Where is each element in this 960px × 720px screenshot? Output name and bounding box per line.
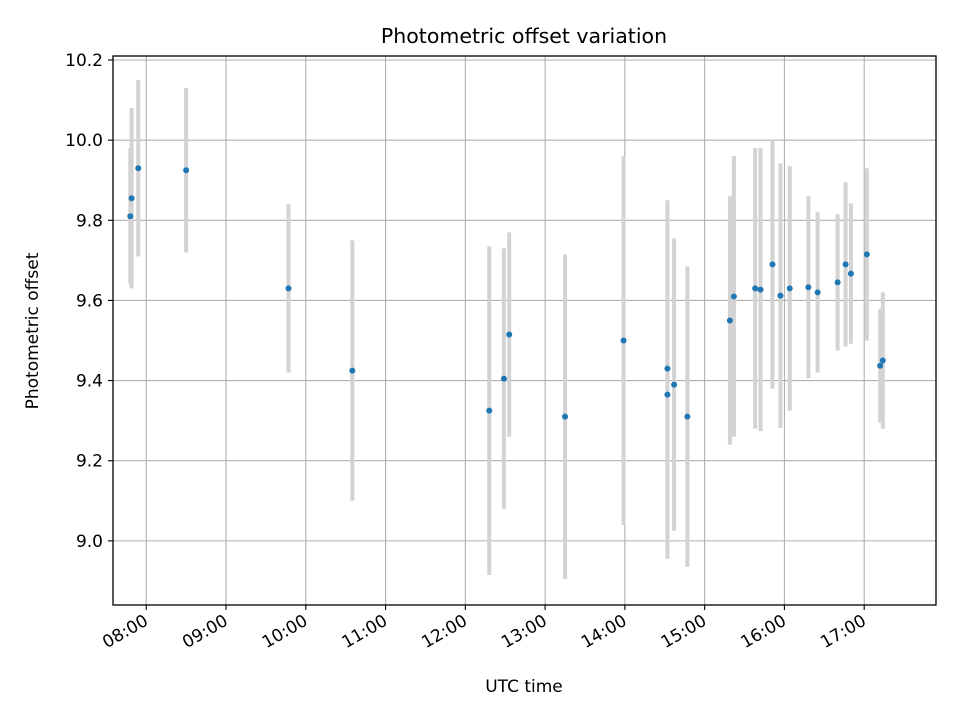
x-axis-label: UTC time — [485, 677, 563, 697]
x-tick-label: 16:00 — [737, 611, 789, 653]
x-tick-label: 17:00 — [817, 611, 869, 653]
chart-title: Photometric offset variation — [381, 24, 667, 48]
y-tick-label: 9.4 — [76, 372, 103, 392]
data-point — [486, 407, 493, 414]
data-point — [127, 213, 134, 220]
data-point — [847, 270, 854, 277]
data-point — [684, 413, 691, 420]
data-point — [757, 286, 764, 293]
grid — [113, 56, 936, 605]
data-point — [777, 292, 784, 299]
y-tick-label: 9.6 — [76, 291, 103, 311]
x-tick-label: 09:00 — [179, 611, 231, 653]
data-point — [664, 391, 671, 398]
data-points — [127, 165, 886, 420]
data-point — [135, 165, 142, 172]
y-tick-label: 10.0 — [65, 131, 103, 151]
data-point — [562, 413, 569, 420]
data-point — [664, 365, 671, 372]
x-tick-label: 12:00 — [418, 611, 470, 653]
data-point — [349, 367, 356, 374]
y-tick-label: 9.0 — [76, 532, 103, 552]
plot-frame — [112, 55, 937, 606]
data-point — [183, 167, 190, 174]
x-tick-label: 10:00 — [259, 611, 311, 653]
y-tick-label: 9.2 — [76, 452, 103, 472]
x-tick-label: 11:00 — [339, 611, 391, 653]
data-point — [726, 317, 733, 324]
data-point — [842, 261, 849, 268]
data-point — [834, 279, 841, 286]
error-bars — [128, 80, 885, 579]
y-axis-label: Photometric offset — [23, 252, 43, 409]
x-tick-label: 08:00 — [99, 611, 151, 653]
data-point — [879, 357, 886, 364]
x-tick-label: 14:00 — [578, 611, 630, 653]
data-point — [730, 293, 737, 300]
data-point — [671, 381, 678, 388]
data-point — [620, 337, 627, 344]
x-tick-label: 15:00 — [658, 611, 710, 653]
data-point — [805, 284, 812, 291]
data-point — [877, 362, 884, 369]
data-point — [863, 251, 870, 258]
data-point — [506, 331, 513, 338]
data-point — [786, 285, 793, 292]
y-tick-label: 10.2 — [65, 51, 103, 71]
x-tick-label: 13:00 — [498, 611, 550, 653]
data-point — [814, 289, 821, 296]
data-point — [285, 285, 292, 292]
data-point — [128, 195, 135, 202]
data-point — [769, 261, 776, 268]
data-point — [752, 285, 759, 292]
data-point — [500, 375, 507, 382]
y-tick-label: 9.8 — [76, 211, 103, 231]
